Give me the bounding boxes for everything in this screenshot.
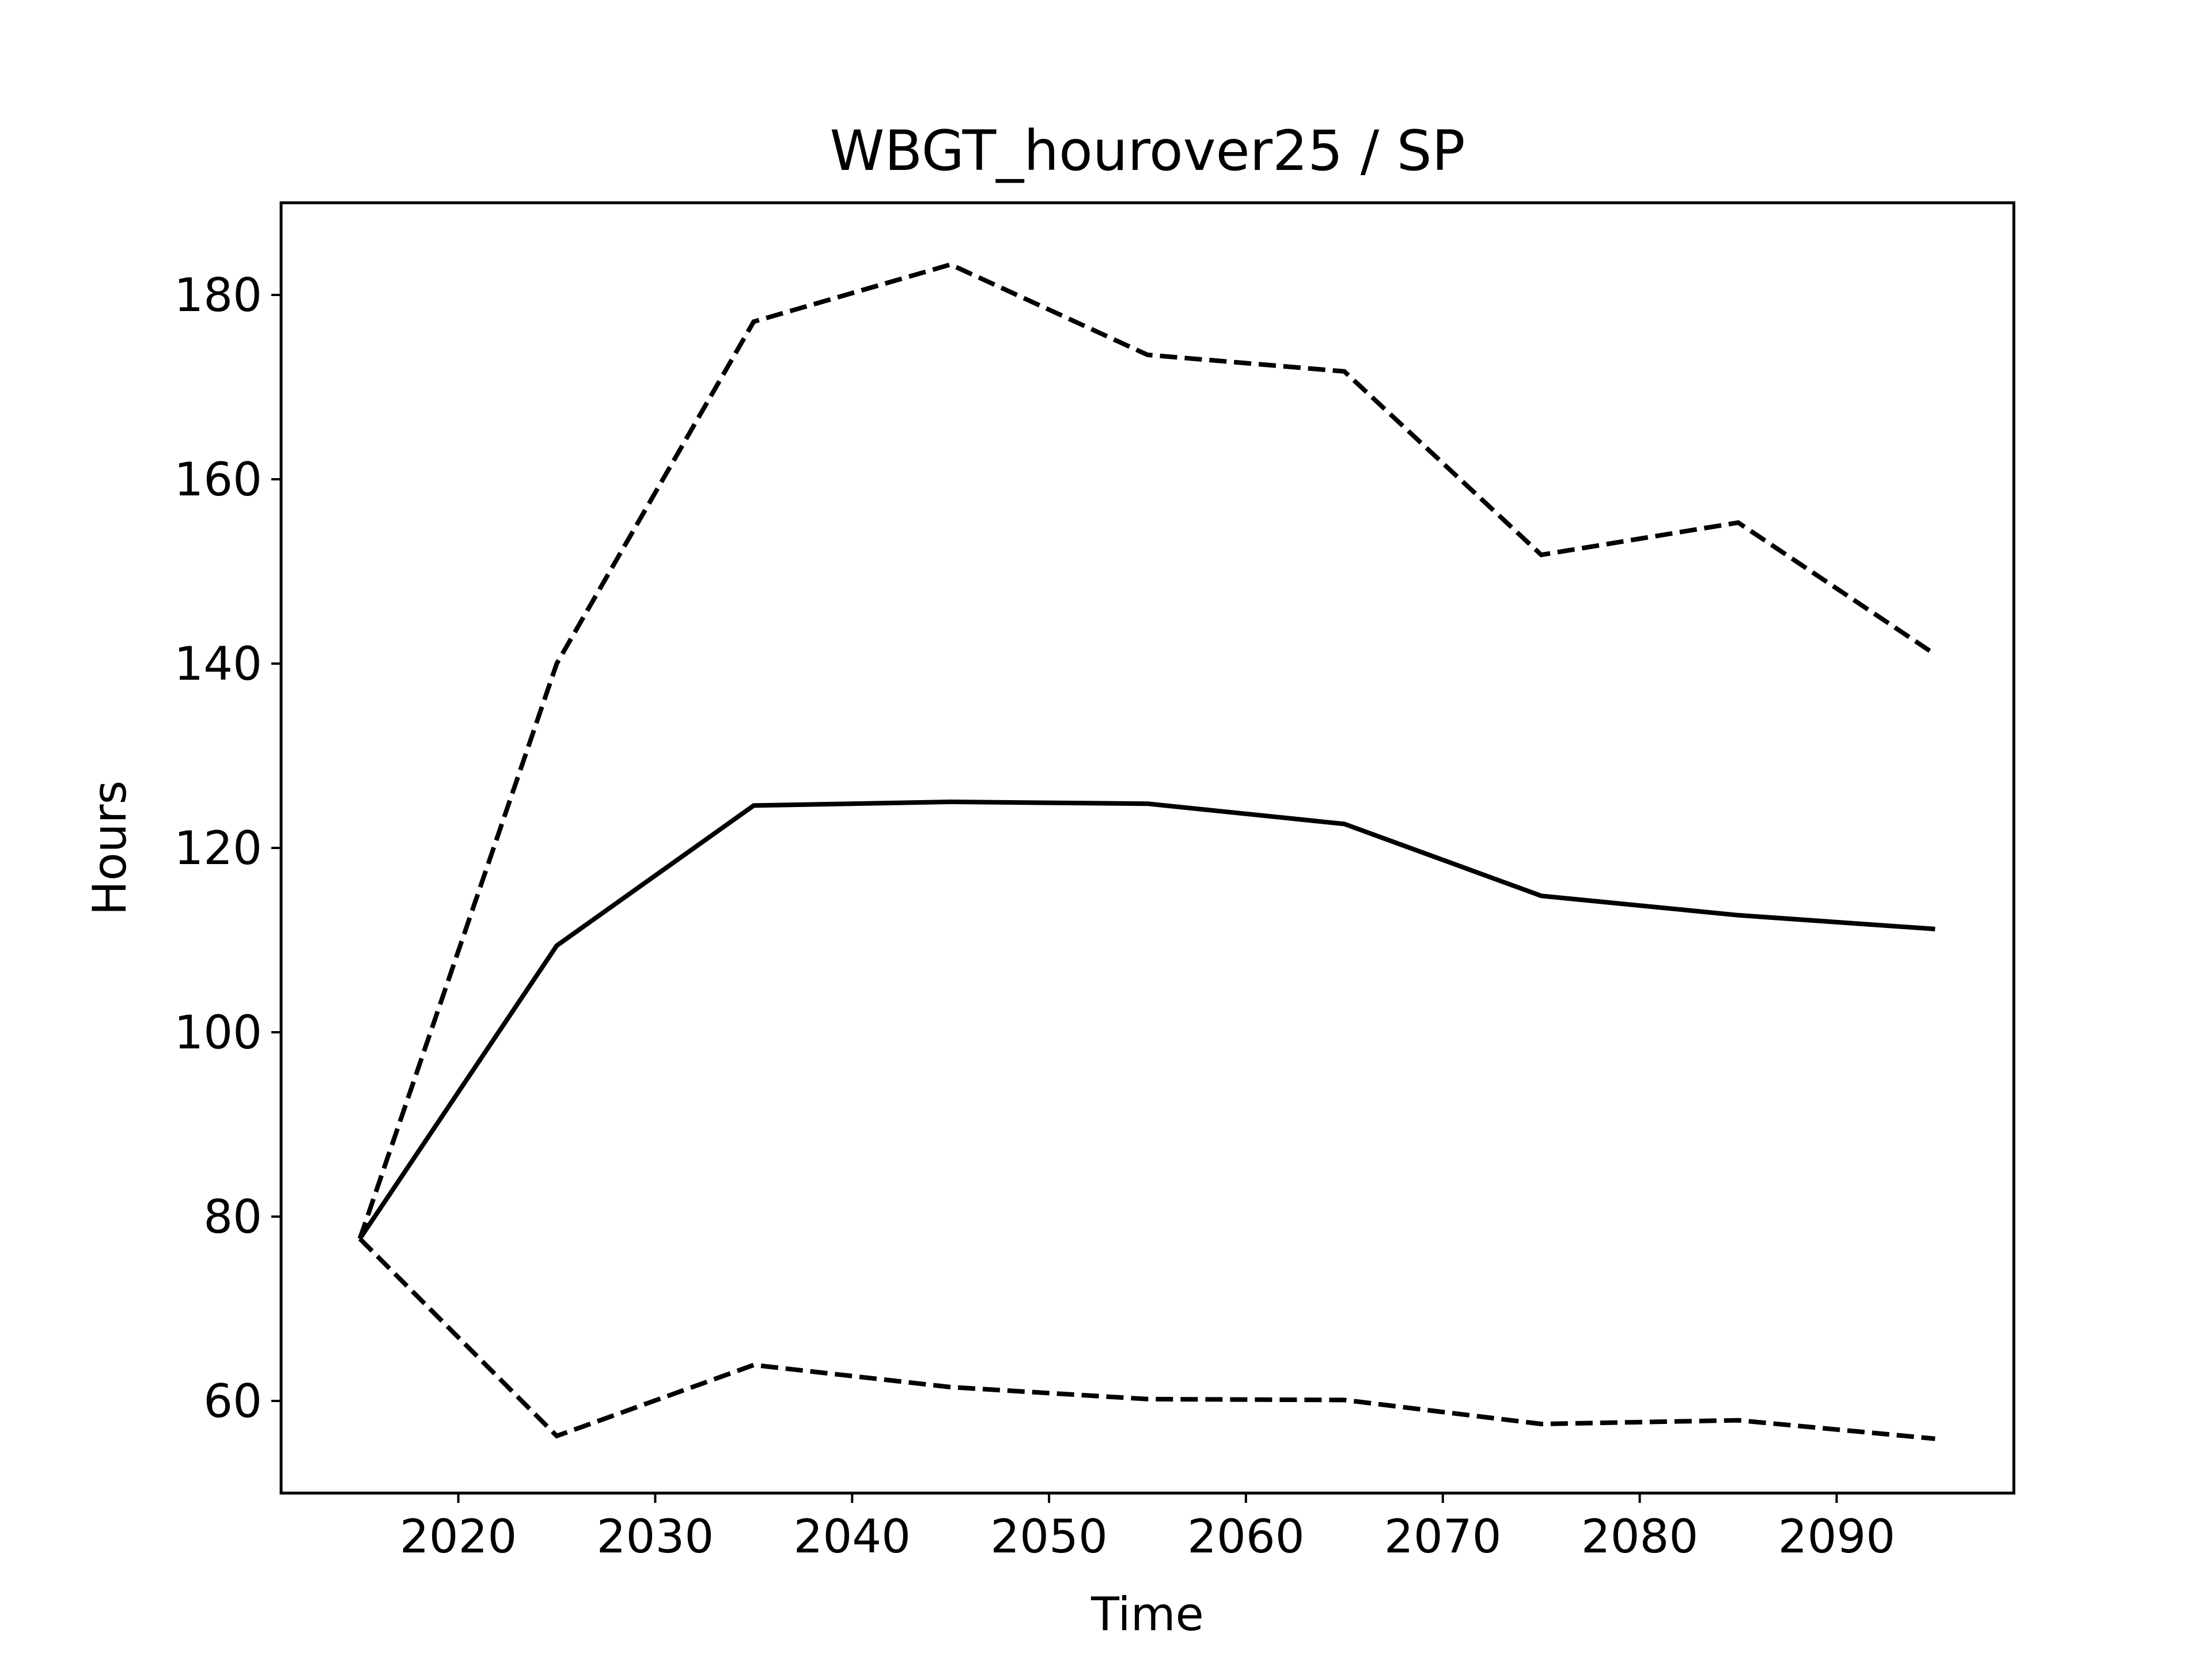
x-axis: 2020 2030 2040 2050 2060 2070 2080 2090: [400, 1493, 1895, 1563]
series-layer: [357, 262, 1937, 1441]
x-tick-label: 2080: [1581, 1510, 1699, 1563]
y-tick-label: 140: [174, 637, 262, 691]
y-tick-label: 100: [174, 1006, 262, 1059]
chart-title: WBGT_hourover25 / SP: [830, 119, 1465, 183]
y-axis: 60 80 100 120 140 160 180: [174, 268, 281, 1428]
y-axis-label: Hours: [83, 781, 137, 915]
x-tick-label: 2040: [793, 1510, 911, 1563]
x-tick-label: 2050: [990, 1510, 1108, 1563]
series-line-solid: [358, 799, 1936, 1240]
x-tick-label: 2030: [597, 1510, 714, 1563]
series-line-dashed-1: [357, 262, 1937, 1240]
y-tick-label: 180: [174, 268, 262, 322]
series-line-dashed-2: [358, 1237, 1936, 1441]
x-tick-label: 2060: [1187, 1510, 1305, 1563]
y-tick-label: 160: [174, 453, 262, 506]
y-tick-label: 80: [203, 1190, 262, 1244]
x-tick-label: 2090: [1778, 1510, 1896, 1563]
x-tick-label: 2070: [1384, 1510, 1502, 1563]
x-tick-label: 2020: [400, 1510, 517, 1563]
x-axis-label: Time: [1090, 1588, 1204, 1641]
y-tick-label: 60: [203, 1374, 262, 1428]
y-tick-label: 120: [174, 821, 262, 875]
